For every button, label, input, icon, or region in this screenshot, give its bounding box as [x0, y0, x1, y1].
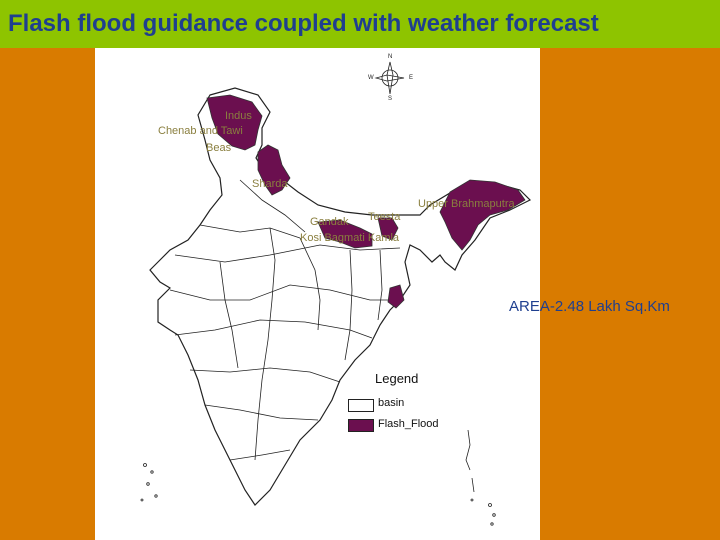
legend-label-basin: basin [378, 397, 405, 409]
compass-rose [374, 61, 405, 95]
flash-flood-brahmaputra [439, 179, 526, 251]
india-outline [149, 87, 532, 506]
flash-flood-kosi [317, 219, 373, 249]
legend-title: Legend [375, 371, 419, 386]
legend-swatch-basin [348, 399, 374, 412]
label-gandak: Gandak [310, 216, 349, 228]
islands [140, 429, 496, 526]
label-indus: Indus [225, 110, 252, 122]
label-sharda: Sharda [252, 178, 288, 190]
label-kosi-bagmati-kamla: Kosi Bagmati Kamla [300, 232, 400, 244]
area-note: AREA-2.48 Lakh Sq.Km [509, 298, 670, 315]
compass-w: W [368, 75, 374, 81]
label-chenab-tawi: Chenab and Tawi [158, 125, 243, 137]
flash-flood-teesta [377, 217, 399, 241]
flash-flood-regions [206, 94, 526, 309]
slide-title: Flash flood guidance coupled with weathe… [8, 10, 599, 37]
compass-s: S [388, 96, 393, 102]
label-upper-brahmaputra: Upper Brahmaputra [418, 198, 515, 210]
flash-flood-indus [206, 94, 263, 151]
legend-label-flash-flood: Flash_Flood [378, 418, 439, 430]
flash-flood-sharda [257, 144, 291, 196]
compass-n: N [388, 54, 393, 60]
flash-flood-bengal [387, 284, 405, 309]
label-beas: Beas [206, 142, 232, 154]
legend-swatch-flash-flood [348, 419, 374, 432]
compass-e: E [409, 75, 414, 81]
label-teesta: Teesta [368, 211, 401, 223]
title-bar: Flash flood guidance coupled with weathe… [0, 0, 720, 48]
basin-boundaries [169, 179, 401, 461]
